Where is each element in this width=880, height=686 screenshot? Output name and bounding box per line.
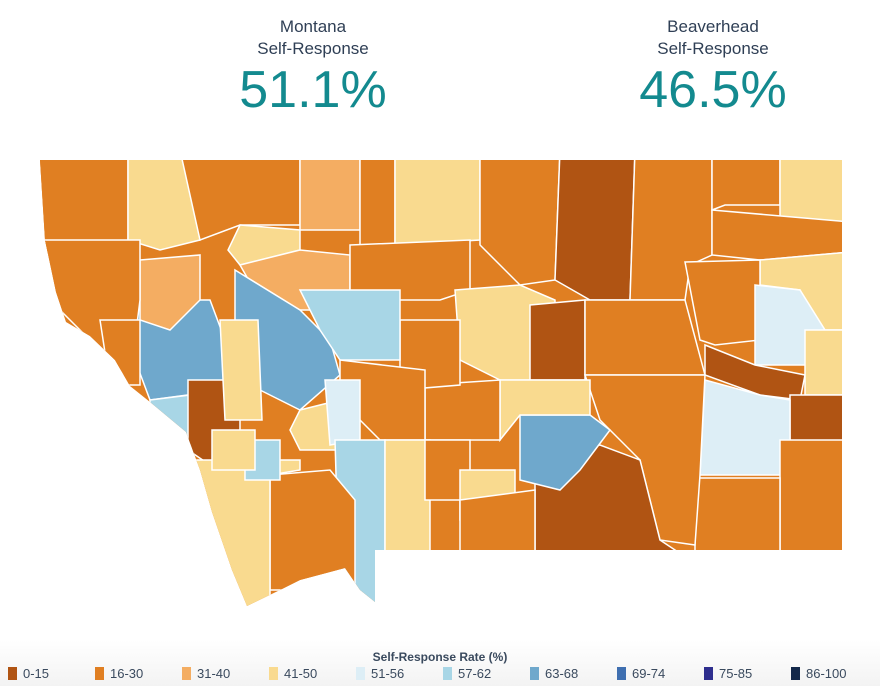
county[interactable] bbox=[684, 259, 761, 346]
county[interactable] bbox=[394, 150, 481, 246]
legend-swatch bbox=[95, 667, 104, 680]
legend-item: 41-50 bbox=[269, 666, 356, 681]
county[interactable] bbox=[211, 429, 256, 471]
county[interactable] bbox=[359, 150, 396, 246]
stat-label: Beaverhead bbox=[667, 17, 759, 36]
county[interactable] bbox=[711, 150, 781, 212]
county[interactable] bbox=[779, 439, 850, 561]
legend-label: 41-50 bbox=[284, 666, 318, 681]
legend-label: 16-30 bbox=[110, 666, 144, 681]
legend-item: 51-56 bbox=[356, 666, 443, 681]
legend-item: 0-15 bbox=[8, 666, 95, 681]
county[interactable] bbox=[299, 150, 361, 231]
legend-title: Self-Response Rate (%) bbox=[372, 650, 508, 664]
legend-swatch bbox=[182, 667, 191, 680]
legend-swatch bbox=[269, 667, 278, 680]
legend-label: 0-15 bbox=[23, 666, 50, 681]
county[interactable] bbox=[479, 150, 561, 286]
legend-item: 63-68 bbox=[530, 666, 617, 681]
county[interactable] bbox=[219, 319, 263, 421]
legend-item: 69-74 bbox=[617, 666, 704, 681]
county[interactable] bbox=[139, 254, 201, 331]
county[interactable] bbox=[554, 150, 636, 301]
county[interactable] bbox=[459, 489, 536, 561]
county-self-response-stat: Beaverhead Self-Response 46.5% bbox=[583, 16, 843, 118]
legend-swatch bbox=[443, 667, 452, 680]
legend-swatch bbox=[356, 667, 365, 680]
stat-label: Self-Response bbox=[657, 39, 769, 58]
legend-label: 69-74 bbox=[632, 666, 666, 681]
legend-swatch bbox=[617, 667, 626, 680]
legend-item: 57-62 bbox=[443, 666, 530, 681]
legend-item: 86-100 bbox=[791, 666, 878, 681]
county[interactable] bbox=[804, 329, 850, 396]
legend-swatch bbox=[530, 667, 539, 680]
legend-swatch bbox=[791, 667, 800, 680]
legend-swatch bbox=[704, 667, 713, 680]
stat-value: 46.5% bbox=[639, 61, 787, 119]
legend-item: 75-85 bbox=[704, 666, 791, 681]
legend-item: 31-40 bbox=[182, 666, 269, 681]
legend-label: 75-85 bbox=[719, 666, 753, 681]
county[interactable] bbox=[424, 379, 501, 441]
county[interactable] bbox=[324, 379, 361, 446]
stat-label: Self-Response bbox=[257, 39, 369, 58]
stat-value: 51.1% bbox=[239, 61, 387, 119]
county[interactable] bbox=[384, 439, 431, 561]
county[interactable] bbox=[694, 477, 781, 561]
legend-background bbox=[0, 640, 880, 686]
legend-label: 31-40 bbox=[197, 666, 231, 681]
county[interactable] bbox=[149, 394, 193, 471]
county[interactable] bbox=[779, 150, 850, 223]
county[interactable] bbox=[298, 289, 401, 361]
montana-self-response-stat: Montana Self-Response 51.1% bbox=[183, 16, 443, 118]
county[interactable] bbox=[269, 469, 356, 591]
county[interactable] bbox=[584, 299, 706, 376]
legend-label: 51-56 bbox=[371, 666, 405, 681]
legend-label: 63-68 bbox=[545, 666, 579, 681]
legend-label: 86-100 bbox=[806, 666, 847, 681]
legend: 0-15 16-30 31-40 41-50 51-56 57-62 63-68 69-74 7… bbox=[8, 666, 880, 681]
montana-county-map[interactable] bbox=[0, 0, 880, 640]
legend-swatch bbox=[8, 667, 17, 680]
county[interactable] bbox=[529, 299, 586, 381]
county[interactable] bbox=[127, 150, 201, 251]
county[interactable] bbox=[99, 319, 141, 386]
county[interactable] bbox=[179, 150, 301, 242]
legend-label: 57-62 bbox=[458, 666, 492, 681]
stat-label: Montana bbox=[279, 17, 347, 36]
legend-item: 16-30 bbox=[95, 666, 182, 681]
